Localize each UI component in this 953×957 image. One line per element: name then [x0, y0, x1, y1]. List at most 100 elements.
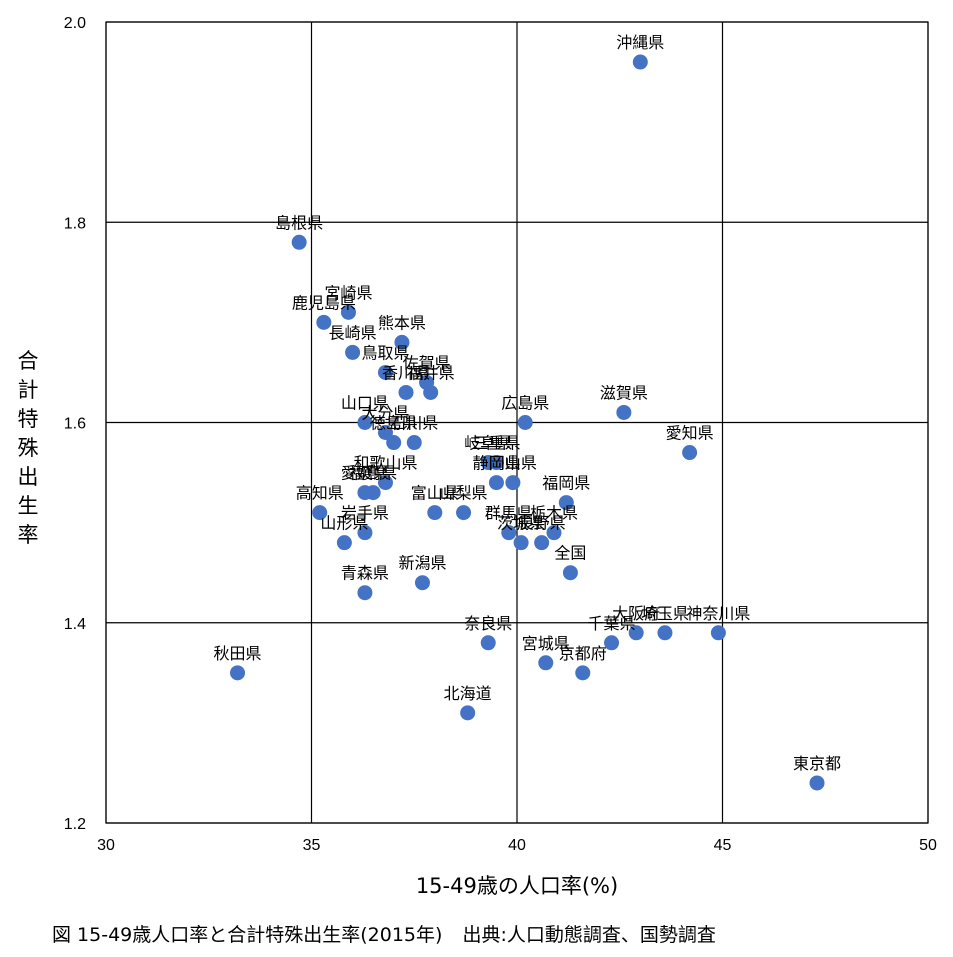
point-label: 新潟県 [398, 554, 446, 573]
plot-area-border [105, 21, 929, 824]
x-tick-label: 40 [508, 837, 526, 854]
point-label: 徳島県 [370, 414, 418, 433]
figure-source: 出典:人口動態調査、国勢調査 [462, 924, 716, 946]
data-point [398, 384, 414, 400]
point-label: 神奈川県 [686, 604, 750, 623]
point-label: 熊本県 [378, 313, 426, 332]
data-point [534, 535, 550, 551]
point-label: 愛媛県 [341, 464, 389, 483]
point-label: 三重県 [472, 434, 520, 453]
point-label: 福島県 [349, 464, 397, 483]
point-label: 青森県 [341, 564, 389, 583]
data-point [517, 415, 533, 430]
point-label: 岩手県 [341, 504, 389, 523]
data-point [480, 635, 496, 651]
point-label: 福岡県 [542, 474, 590, 493]
point-label: 奈良県 [464, 614, 512, 633]
data-point [427, 505, 443, 521]
data-point [291, 234, 307, 250]
data-point [657, 625, 673, 641]
data-point [546, 525, 562, 541]
y-axis-title: 合計特殊出生率 [18, 349, 39, 547]
data-point [312, 505, 328, 521]
point-label: 京都府 [559, 644, 607, 663]
data-point [460, 705, 476, 721]
point-label: 東京都 [793, 754, 841, 773]
data-point [423, 384, 439, 400]
point-label: 全国 [554, 544, 586, 563]
data-point [575, 665, 591, 681]
data-point [809, 775, 825, 791]
data-point [357, 525, 373, 541]
point-label: 鳥取県 [361, 343, 409, 362]
data-point [230, 665, 246, 681]
point-label: 愛知県 [666, 424, 714, 443]
point-label: 広島県 [501, 394, 549, 413]
point-label: 茨城県 [497, 514, 545, 533]
point-label: 滋賀県 [600, 383, 648, 402]
data-point [377, 364, 393, 380]
data-point [340, 304, 356, 320]
data-point [616, 404, 632, 420]
data-point [316, 314, 332, 330]
point-label: 栃木県 [530, 504, 578, 523]
data-point [345, 344, 361, 360]
point-label: 山梨県 [440, 484, 488, 503]
point-label: 鹿児島県 [292, 293, 356, 312]
data-point [365, 485, 381, 501]
y-tick-label: 2.0 [64, 15, 86, 32]
data-point [414, 575, 430, 591]
point-label: 長野県 [518, 514, 566, 533]
data-point [488, 475, 504, 491]
data-point [632, 54, 648, 70]
point-label: 北海道 [444, 684, 492, 703]
point-label: 宮崎県 [324, 283, 372, 302]
x-tick-label: 35 [303, 837, 321, 854]
data-point [336, 535, 352, 551]
data-point [558, 495, 574, 511]
point-label: 千葉県 [588, 614, 636, 633]
data-point [488, 455, 504, 471]
point-label: 高知県 [296, 484, 344, 503]
figure-caption: 図 15-49歳人口率と合計特殊出生率(2015年) 出典:人口動態調査、国勢調… [52, 920, 730, 947]
point-label: 宮城県 [522, 634, 570, 653]
data-points [230, 54, 825, 791]
grid-lines [105, 21, 929, 824]
point-label: 佐賀県 [403, 353, 451, 372]
x-tick-label: 50 [919, 837, 937, 854]
y-tick-label: 1.4 [64, 616, 86, 633]
point-label: 福井県 [407, 363, 455, 382]
point-label: 長崎県 [329, 323, 377, 342]
data-point [505, 475, 521, 491]
data-point [628, 625, 644, 641]
point-label: 富山県 [411, 484, 459, 503]
point-label: 島根県 [275, 213, 323, 232]
data-point [513, 535, 529, 551]
x-tick-label: 45 [714, 837, 732, 854]
point-label: 大阪府 [612, 604, 660, 623]
data-point [501, 525, 517, 541]
x-axis-title: 15-49歳の人口率(%) [416, 874, 618, 898]
figure-title: 図 15-49歳人口率と合計特殊出生率(2015年) [52, 924, 443, 946]
point-label: 埼玉県 [641, 604, 689, 623]
data-point [406, 435, 422, 451]
point-label: 岐阜県 [464, 434, 512, 453]
point-label: 群馬県 [485, 504, 533, 523]
y-tick-label: 1.6 [64, 416, 86, 433]
point-label: 静岡県 [472, 454, 520, 473]
point-label: 香川県 [382, 363, 430, 382]
data-point [562, 565, 578, 581]
x-axis-ticks: 30 35 40 45 50 [97, 837, 937, 854]
point-label: 石川県 [390, 414, 438, 433]
point-label: 山形県 [320, 514, 368, 533]
point-label: 秋田県 [214, 644, 262, 663]
data-point [710, 625, 726, 641]
point-label: 岡山県 [489, 454, 537, 473]
point-label: 沖縄県 [616, 33, 664, 52]
y-tick-label: 1.2 [64, 816, 86, 833]
y-tick-label: 1.8 [64, 215, 86, 232]
data-point [357, 585, 373, 601]
data-point [377, 425, 393, 441]
